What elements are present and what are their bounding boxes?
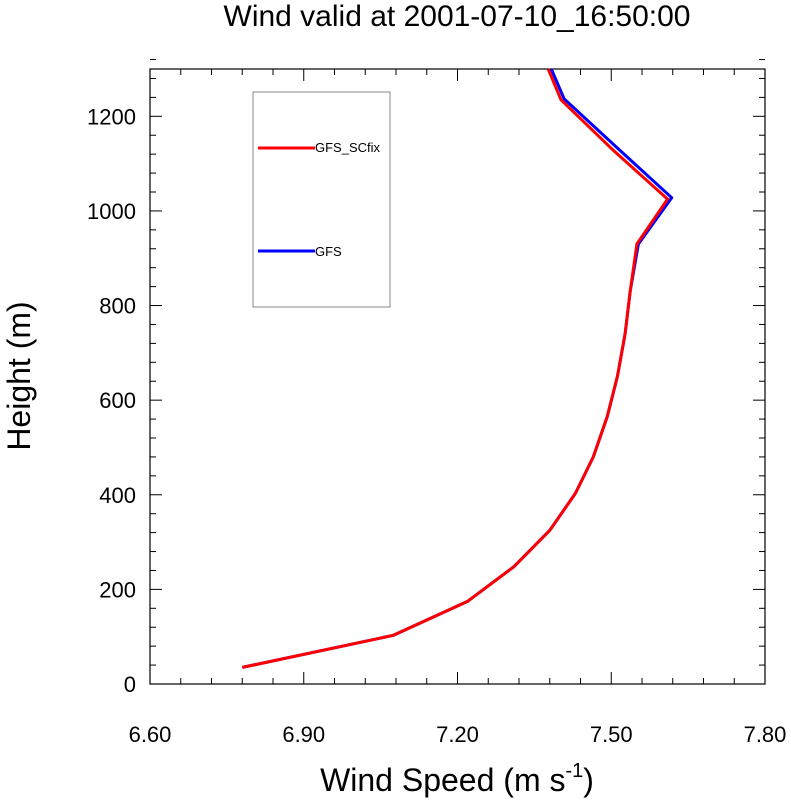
axis-ticks	[149, 59, 766, 685]
legend-label-gfs: GFS	[315, 244, 342, 259]
y-tick-label: 0	[124, 672, 136, 697]
tick-labels: 6.60 6.90 7.20 7.50 7.80 0 200 400 600 800 1000 120…	[87, 104, 786, 747]
y-tick-label: 400	[99, 483, 136, 508]
y-tick-label: 1000	[87, 199, 136, 224]
y-tick-label: 200	[99, 577, 136, 602]
chart-title: Wind valid at 2001-07-10_16:50:00	[224, 0, 691, 33]
legend-box	[252, 91, 391, 308]
y-axis-title: Height (m)	[1, 301, 37, 450]
x-axis-title: Wind Speed (m s-1)	[320, 760, 594, 798]
y-tick-label: 800	[99, 294, 136, 319]
x-tick-label: 6.60	[129, 722, 172, 747]
x-tick-label: 7.80	[744, 722, 787, 747]
series-line-gfs-scfix	[241, 68, 670, 669]
x-tick-label: 7.20	[436, 722, 479, 747]
plot-frame	[149, 68, 766, 685]
y-tick-label: 1200	[87, 104, 136, 129]
x-tick-label: 7.50	[590, 722, 633, 747]
x-tick-label: 6.90	[282, 722, 325, 747]
legend: GFS_SCfix GFS	[252, 91, 391, 308]
y-tick-label: 600	[99, 388, 136, 413]
series-lines	[241, 68, 674, 669]
legend-label-gfs-scfix: GFS_SCfix	[315, 140, 381, 155]
